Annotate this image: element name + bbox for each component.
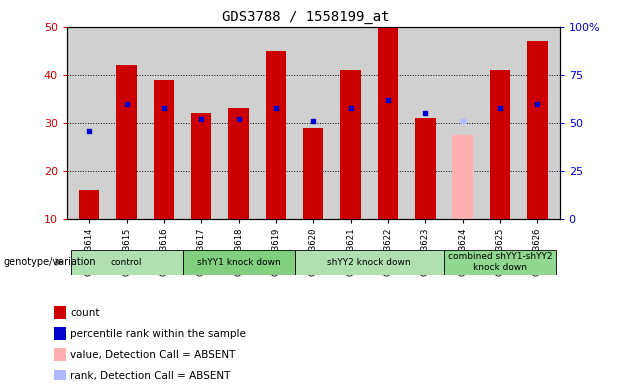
Bar <box>490 70 510 219</box>
Text: value, Detection Call = ABSENT: value, Detection Call = ABSENT <box>71 350 236 360</box>
Bar <box>303 127 324 219</box>
Text: percentile rank within the sample: percentile rank within the sample <box>71 329 246 339</box>
Bar <box>415 118 436 219</box>
Bar <box>191 113 212 219</box>
Text: genotype/variation: genotype/variation <box>3 257 96 267</box>
Bar <box>53 327 66 340</box>
Bar <box>266 51 286 219</box>
Bar <box>53 369 66 382</box>
Bar <box>444 250 556 275</box>
Bar <box>71 250 183 275</box>
Bar <box>116 65 137 219</box>
Bar <box>340 70 361 219</box>
Text: shYY2 knock down: shYY2 knock down <box>328 258 411 266</box>
Text: combined shYY1-shYY2
knock down: combined shYY1-shYY2 knock down <box>448 252 552 272</box>
Bar <box>53 306 66 319</box>
Text: GDS3788 / 1558199_at: GDS3788 / 1558199_at <box>221 10 389 23</box>
Bar <box>452 135 473 219</box>
Text: shYY1 knock down: shYY1 knock down <box>197 258 280 266</box>
Bar <box>53 349 66 361</box>
Bar <box>79 190 99 219</box>
Text: count: count <box>71 308 100 318</box>
Bar <box>527 41 548 219</box>
Text: rank, Detection Call = ABSENT: rank, Detection Call = ABSENT <box>71 371 231 381</box>
Bar <box>378 27 398 219</box>
Bar <box>183 250 294 275</box>
Bar <box>154 79 174 219</box>
Bar <box>294 250 444 275</box>
Text: control: control <box>111 258 142 266</box>
Bar <box>228 108 249 219</box>
